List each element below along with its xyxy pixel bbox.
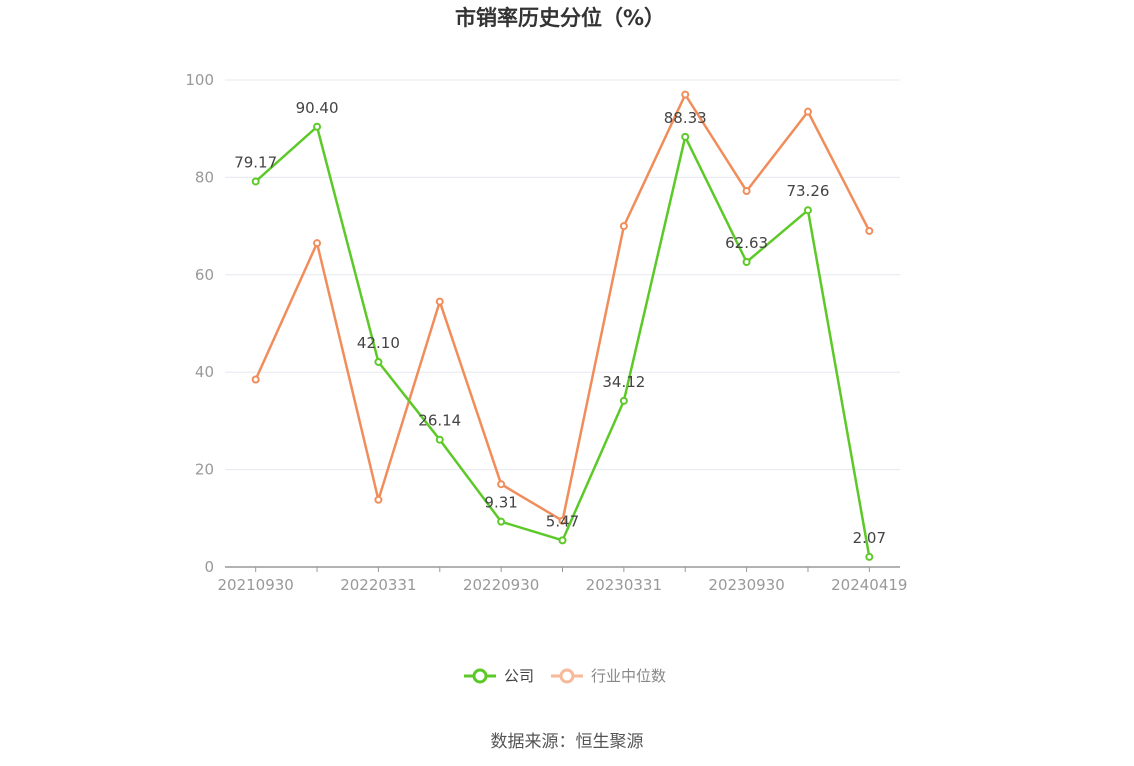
data-point <box>619 222 628 231</box>
y-tick-label: 20 <box>195 461 214 479</box>
data-point <box>803 206 812 215</box>
legend-item-company[interactable]: 公司 <box>464 667 534 685</box>
data-point <box>251 177 260 186</box>
data-point <box>435 297 444 306</box>
legend: 公司 行业中位数 <box>464 667 666 685</box>
data-label: 42.10 <box>357 334 400 352</box>
data-point <box>435 435 444 444</box>
data-label: 2.07 <box>853 529 886 547</box>
data-labels: 79.17 90.40 42.10 26.14 9.31 5.47 34.12 88.33 62… <box>234 99 886 547</box>
data-label: 88.33 <box>664 109 707 127</box>
data-label: 34.12 <box>602 373 645 391</box>
data-label: 5.47 <box>546 512 579 530</box>
y-tick-label: 60 <box>195 266 214 284</box>
data-point <box>497 517 506 526</box>
series-line-industry <box>254 93 871 522</box>
data-point <box>681 132 690 141</box>
x-tick-label: 20220331 <box>340 576 416 594</box>
data-point <box>865 226 874 235</box>
data-point <box>374 357 383 366</box>
y-tick-label: 100 <box>185 71 214 89</box>
data-label: 79.17 <box>234 153 277 171</box>
data-point <box>313 239 322 248</box>
x-tick-label: 20240419 <box>831 576 907 594</box>
source-text: 数据来源：恒生聚源 <box>491 732 644 752</box>
series-line-company <box>254 125 871 558</box>
data-point <box>803 107 812 116</box>
data-label: 9.31 <box>484 494 517 512</box>
data-point <box>681 90 690 99</box>
data-label: 26.14 <box>418 412 461 430</box>
data-point <box>742 257 751 266</box>
x-tick-label: 20230331 <box>586 576 662 594</box>
x-axis: 20210930 20220331 20220930 20230331 20230930… <box>218 566 907 594</box>
data-point <box>619 396 628 405</box>
legend-label-company: 公司 <box>504 667 534 685</box>
data-point <box>865 552 874 561</box>
data-point <box>558 516 567 525</box>
data-label: 73.26 <box>786 182 829 200</box>
data-label: 62.63 <box>725 234 768 252</box>
plot-area <box>251 90 874 561</box>
data-point <box>251 375 260 384</box>
legend-marker-company <box>472 668 488 684</box>
x-tick-label: 20230930 <box>708 576 784 594</box>
y-tick-label: 40 <box>195 363 214 381</box>
data-point <box>374 495 383 504</box>
legend-item-industry[interactable]: 行业中位数 <box>551 667 666 685</box>
data-point <box>558 536 567 545</box>
y-axis: 0 20 40 60 80 100 <box>185 71 214 576</box>
y-tick-label: 80 <box>195 168 214 186</box>
y-tick-label: 0 <box>204 558 214 576</box>
data-label: 90.40 <box>296 99 339 117</box>
chart-title: 市销率历史分位（%） <box>455 6 665 30</box>
x-tick-label: 20210930 <box>218 576 294 594</box>
data-point <box>497 480 506 489</box>
grid <box>225 79 900 471</box>
data-point <box>313 122 322 131</box>
legend-marker-industry <box>559 668 575 684</box>
x-tick-label: 20220930 <box>463 576 539 594</box>
data-point <box>742 187 751 196</box>
legend-label-industry: 行业中位数 <box>591 667 666 685</box>
